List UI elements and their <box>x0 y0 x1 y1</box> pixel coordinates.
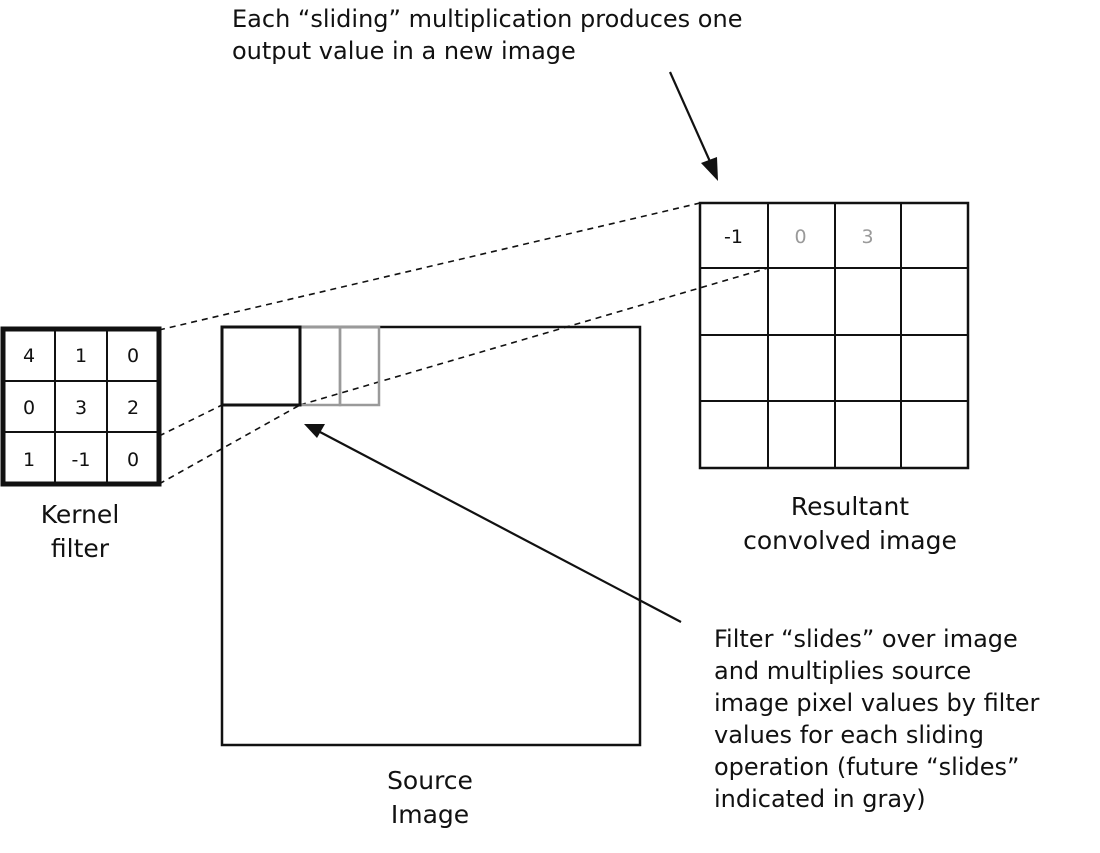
kernel-grid-lines <box>3 329 159 484</box>
arrow-to-output <box>668 71 718 181</box>
annotation-filter-line: values for each sliding <box>714 721 985 749</box>
annotation-filter-line: operation (future “slides” <box>714 753 1020 781</box>
kernel-cell-value: 2 <box>127 397 139 419</box>
projection-line-kernel-mid <box>158 404 223 437</box>
kernel-cell-value: 1 <box>23 449 35 471</box>
kernel-filter-label: Kernel filter <box>10 498 150 566</box>
annotation-filter-slides: Filter “slides” over image and multiplie… <box>714 623 1039 815</box>
kernel-cell-value: 0 <box>23 397 35 419</box>
projection-line-kernel-bottom <box>158 404 301 485</box>
result-values: -1 0 3 <box>724 226 874 248</box>
source-label-line: Image <box>390 800 470 829</box>
annotation-top-line: output value in a new image <box>232 37 576 65</box>
source-image-border <box>220 325 642 747</box>
annotation-filter-line: image pixel values by filter <box>714 689 1040 717</box>
kernel-filter: 4 1 0 0 3 2 1 -1 0 <box>0 326 162 487</box>
result-label-line: Resultant <box>790 492 910 521</box>
result-grid: -1 0 3 <box>698 201 970 470</box>
annotation-filter-line: indicated in gray) <box>714 785 926 813</box>
source-label-line: Source <box>387 766 473 795</box>
result-cell-value: 0 <box>794 226 806 248</box>
arrow-to-filter-window <box>304 424 682 623</box>
kernel-cell-value: 0 <box>127 345 139 367</box>
projection-lines <box>158 202 769 485</box>
kernel-values: 4 1 0 0 3 2 1 -1 0 <box>23 345 139 471</box>
result-cell-value: 3 <box>861 226 873 248</box>
source-image-label: Source Image <box>340 764 520 832</box>
annotation-filter-line: and multiplies source <box>714 657 972 685</box>
annotation-filter-line: Filter “slides” over image <box>714 625 1018 653</box>
result-cell-value: -1 <box>724 226 743 248</box>
kernel-cell-value: 0 <box>127 449 139 471</box>
annotation-top-line: Each “sliding” multiplication produces o… <box>232 5 743 33</box>
kernel-cell-value: -1 <box>72 449 91 471</box>
result-grid-lines <box>700 203 968 468</box>
kernel-label-line: filter <box>50 534 110 563</box>
kernel-cell-value: 4 <box>23 345 35 367</box>
arrowhead-output <box>701 157 718 181</box>
result-image-label: Resultant convolved image <box>730 490 970 558</box>
arrowhead-window <box>304 424 325 438</box>
future-slide-window-2 <box>338 325 381 407</box>
annotation-top: Each “sliding” multiplication produces o… <box>232 3 742 67</box>
projection-line-top <box>158 202 701 331</box>
projection-line-result <box>299 267 769 406</box>
result-label-line: convolved image <box>743 526 957 555</box>
source-image <box>220 325 642 747</box>
current-filter-window <box>220 325 302 407</box>
kernel-outer-border <box>0 326 162 487</box>
kernel-cell-value: 3 <box>75 397 87 419</box>
kernel-cell-value: 1 <box>75 345 87 367</box>
future-slide-window-1 <box>298 325 342 407</box>
kernel-label-line: Kernel <box>40 500 120 529</box>
